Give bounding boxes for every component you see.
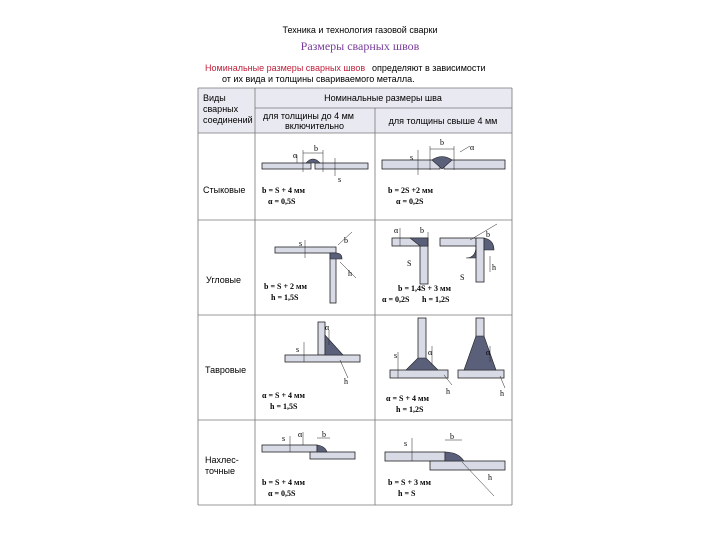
header-kind: сварных bbox=[203, 104, 239, 114]
dim-label: h bbox=[344, 377, 348, 386]
dim-label: b bbox=[486, 230, 490, 239]
header-bg bbox=[198, 88, 512, 133]
dim-label: b bbox=[420, 226, 424, 235]
dim-label: α bbox=[293, 151, 298, 160]
dim-label: h bbox=[500, 389, 504, 398]
dim-label: h bbox=[348, 269, 352, 278]
header-kind: соединений bbox=[203, 115, 253, 125]
header-thin: для толщины до 4 мм bbox=[263, 111, 354, 121]
title: Размеры сварных швов bbox=[301, 39, 420, 53]
intro-text: от их вида и толщины свариваемого металл… bbox=[222, 74, 415, 84]
dim-label: S bbox=[460, 273, 464, 282]
dim-label: s bbox=[282, 434, 285, 443]
formula: α = 0,2S bbox=[382, 295, 410, 304]
tee-thick-drawing bbox=[389, 317, 506, 389]
dim-label: α bbox=[428, 348, 433, 357]
formula: b = 1,4S + 3 мм bbox=[398, 284, 451, 293]
row-kind: Нахлес- bbox=[205, 455, 239, 465]
dim-label: b bbox=[440, 138, 444, 147]
dim-label: s bbox=[299, 239, 302, 248]
butt-thick-drawing bbox=[381, 145, 506, 175]
dim-label: α bbox=[470, 143, 475, 152]
dim-label: s bbox=[404, 439, 407, 448]
row-kind: точные bbox=[205, 466, 235, 476]
header-thin: включительно bbox=[285, 121, 344, 131]
formula: b = 2S +2 мм bbox=[388, 186, 433, 195]
dim-label: b bbox=[322, 430, 326, 439]
dim-label: α bbox=[486, 348, 491, 357]
tee-thin-drawing bbox=[284, 321, 361, 379]
lap-thin-drawing bbox=[261, 432, 356, 460]
header-thick: для толщины свыше 4 мм bbox=[389, 116, 498, 126]
intro-text: определяют в зависимости bbox=[372, 63, 486, 73]
corner-thick-drawing bbox=[391, 223, 498, 285]
dim-label: α bbox=[298, 430, 303, 439]
subject: Техника и технология газовой сварки bbox=[282, 25, 437, 35]
dim-label: S bbox=[407, 259, 411, 268]
dim-label: b bbox=[450, 432, 454, 441]
formula: h = 1,2S bbox=[396, 405, 424, 414]
formula: α = 0,2S bbox=[396, 197, 424, 206]
dim-label: α bbox=[325, 323, 330, 332]
dim-label: b bbox=[314, 144, 318, 153]
formula: h = 1,5S bbox=[271, 293, 299, 302]
row-kind: Тавровые bbox=[205, 365, 246, 375]
butt-thin-drawing bbox=[261, 150, 369, 176]
dim-label: s bbox=[394, 351, 397, 360]
intro-highlight: Номинальные размеры сварных швов bbox=[205, 63, 365, 73]
dim-label: h bbox=[492, 263, 496, 272]
dim-label: s bbox=[410, 153, 413, 162]
row-kind: Угловые bbox=[206, 275, 241, 285]
dim-label: h bbox=[446, 387, 450, 396]
dim-label: s bbox=[338, 175, 341, 184]
formula: h = 1,2S bbox=[422, 295, 450, 304]
dim-label: b bbox=[344, 236, 348, 245]
formula: α = 0,5S bbox=[268, 489, 296, 498]
dim-label: s bbox=[296, 345, 299, 354]
formula: h = S bbox=[398, 489, 416, 498]
formula: b = S + 2 мм bbox=[264, 282, 307, 291]
header-kind: Виды bbox=[203, 93, 226, 103]
formula: h = 1,5S bbox=[270, 402, 298, 411]
row-kind: Стыковые bbox=[203, 185, 245, 195]
formula: b = S + 4 мм bbox=[262, 478, 305, 487]
dim-label: h bbox=[488, 473, 492, 482]
dim-label: α bbox=[394, 226, 399, 235]
formula: α = S + 4 мм bbox=[262, 391, 305, 400]
table-grid bbox=[197, 87, 513, 506]
formula: b = S + 4 мм bbox=[262, 186, 305, 195]
lap-thick-drawing bbox=[384, 438, 506, 497]
formula: α = S + 4 мм bbox=[386, 394, 429, 403]
formula: b = S + 3 мм bbox=[388, 478, 431, 487]
corner-thin-drawing bbox=[274, 231, 357, 304]
header-sizes: Номинальные размеры шва bbox=[324, 93, 442, 103]
formula: α = 0,5S bbox=[268, 197, 296, 206]
